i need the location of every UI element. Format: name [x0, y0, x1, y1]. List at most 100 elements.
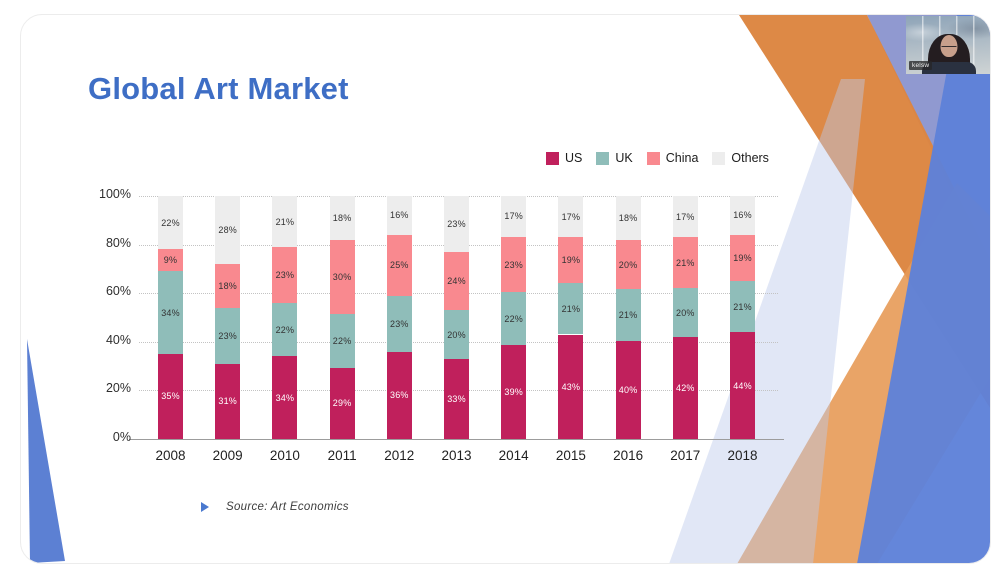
- x-axis-year-label: 2017: [670, 448, 701, 463]
- bar-segment-uk-2017: 20%: [672, 288, 698, 337]
- bar-value-label: 21%: [733, 301, 752, 312]
- bar-segment-china-2013: 24%: [444, 251, 469, 311]
- bar-value-label: 22%: [161, 217, 180, 228]
- x-axis-year-label: 2012: [384, 448, 415, 463]
- legend-label: China: [665, 151, 699, 165]
- bar-segment-uk-2009: 23%: [215, 307, 241, 364]
- legend-swatch-uk: [596, 151, 610, 165]
- bar-segment-us-2018: 44%: [730, 332, 755, 439]
- x-axis-year-label: 2009: [212, 448, 243, 463]
- legend-swatch-us: [546, 151, 559, 165]
- bar-value-label: 23%: [447, 218, 466, 229]
- x-axis-year-label: 2010: [269, 448, 300, 463]
- bar-value-label: 23%: [275, 269, 295, 280]
- bar-segment-china-2008: 9%: [158, 249, 183, 272]
- bar-segment-others-2014: 17%: [501, 196, 527, 237]
- bar-segment-china-2010: 23%: [272, 247, 298, 303]
- bar-value-label: 9%: [163, 255, 178, 266]
- bar-value-label: 25%: [389, 260, 409, 271]
- x-axis-line: [129, 439, 784, 440]
- bar-segment-us-2009: 31%: [215, 363, 241, 439]
- bar-segment-others-2011: 18%: [329, 196, 355, 241]
- bar-segment-china-2015: 19%: [558, 237, 584, 284]
- bar-segment-others-2016: 18%: [615, 196, 641, 241]
- bar-segment-us-2017: 42%: [672, 336, 698, 439]
- bar-segment-others-2010: 21%: [272, 196, 298, 248]
- bar-value-label: 21%: [275, 216, 295, 227]
- bar-value-label: 18%: [332, 213, 352, 224]
- bar-value-label: 20%: [675, 307, 695, 318]
- bar-value-label: 24%: [447, 276, 466, 287]
- bar-segment-uk-2018: 21%: [730, 281, 755, 333]
- bar-segment-us-2014: 39%: [501, 345, 527, 439]
- bar-value-label: 22%: [504, 313, 523, 324]
- legend-item-us: US: [546, 151, 582, 165]
- bar-value-label: 21%: [561, 303, 581, 314]
- y-axis-tick-label: 80%: [105, 235, 131, 250]
- bar-value-label: 16%: [733, 210, 752, 221]
- legend-swatch-others: [712, 151, 726, 165]
- bar-segment-others-2018: 16%: [730, 196, 755, 235]
- bar-value-label: 23%: [504, 259, 523, 270]
- bar-segment-others-2017: 17%: [672, 196, 698, 238]
- bar-segment-china-2012: 25%: [386, 234, 412, 296]
- bar-value-label: 19%: [561, 255, 581, 266]
- bar-value-label: 42%: [675, 382, 695, 393]
- stacked-bar-chart: 0% 20% 40% 60% 80% 100% 35% 34% 9% 22% 2008 31% 23% 1…: [21, 15, 990, 563]
- bar-value-label: 17%: [504, 211, 523, 222]
- bar-value-label: 18%: [218, 280, 237, 291]
- bar-segment-uk-2014: 22%: [501, 292, 527, 346]
- y-axis-tick-label: 20%: [105, 381, 131, 396]
- x-axis-year-label: 2011: [327, 448, 357, 463]
- chart-legend: US UK China Others: [546, 151, 769, 165]
- bar-segment-others-2009: 28%: [215, 196, 241, 265]
- legend-item-uk: UK: [596, 151, 633, 165]
- y-axis-tick-label: 60%: [105, 284, 131, 299]
- bar-value-label: 23%: [389, 318, 409, 329]
- bar-value-label: 34%: [161, 307, 180, 318]
- bar-value-label: 36%: [389, 390, 409, 401]
- bar-segment-china-2009: 18%: [215, 264, 241, 308]
- bar-value-label: 22%: [332, 335, 352, 346]
- bar-value-label: 31%: [218, 396, 237, 407]
- bar-segment-uk-2011: 22%: [329, 313, 355, 368]
- bar-value-label: 28%: [218, 225, 237, 236]
- bar-segment-china-2016: 20%: [615, 240, 641, 290]
- bar-segment-us-2015: 43%: [558, 334, 584, 439]
- bar-value-label: 17%: [561, 211, 581, 222]
- bar-segment-others-2015: 17%: [558, 196, 584, 238]
- y-axis-tick-label: 40%: [105, 332, 131, 347]
- webcam-thumbnail[interactable]: kelsw: [906, 16, 990, 74]
- legend-label: UK: [615, 151, 633, 165]
- bar-segment-others-2013: 23%: [444, 196, 469, 252]
- source-row: Source: Art Economics: [201, 501, 349, 513]
- x-axis-year-label: 2013: [441, 448, 472, 463]
- bar-value-label: 18%: [618, 213, 638, 224]
- bar-value-label: 20%: [447, 329, 466, 340]
- bar-segment-china-2011: 30%: [329, 240, 355, 314]
- legend-item-others: Others: [712, 151, 769, 165]
- presentation-slide: Global Art Market US UK China Others 0% 20% 4…: [20, 14, 991, 564]
- legend-item-china: China: [646, 151, 699, 165]
- bar-value-label: 29%: [332, 398, 352, 409]
- page-title: Global Art Market: [88, 71, 349, 106]
- bar-segment-us-2012: 36%: [386, 351, 412, 439]
- bar-value-label: 22%: [275, 324, 295, 335]
- x-axis-year-label: 2018: [727, 448, 758, 463]
- x-axis-year-label: 2014: [498, 448, 529, 463]
- bar-segment-us-2008: 35%: [158, 353, 183, 439]
- bar-value-label: 40%: [618, 384, 638, 395]
- x-axis-year-label: 2016: [613, 448, 644, 463]
- bar-segment-us-2013: 33%: [444, 358, 469, 439]
- x-axis-year-label: 2015: [555, 448, 586, 463]
- x-axis-year-label: 2008: [155, 448, 186, 463]
- bar-segment-china-2017: 21%: [672, 237, 698, 289]
- bar-segment-us-2011: 29%: [329, 367, 355, 439]
- bar-value-label: 19%: [733, 252, 752, 263]
- bar-segment-uk-2016: 21%: [615, 289, 641, 341]
- bar-value-label: 44%: [733, 380, 752, 391]
- bar-value-label: 17%: [675, 211, 695, 222]
- bar-segment-us-2016: 40%: [615, 340, 641, 439]
- bar-value-label: 20%: [618, 259, 638, 270]
- bar-segment-uk-2008: 34%: [158, 271, 183, 354]
